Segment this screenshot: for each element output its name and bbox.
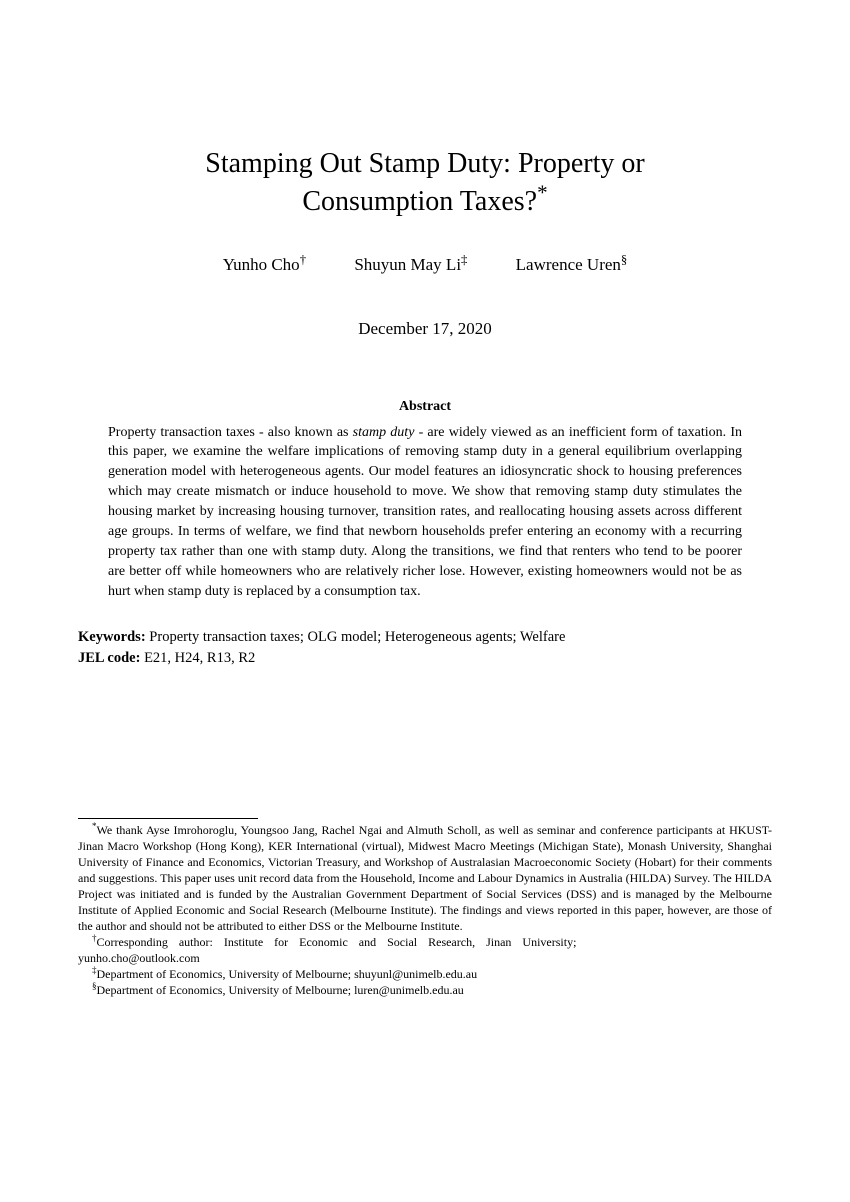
footnote-ddagger: ‡Department of Economics, University of …: [78, 966, 772, 982]
abstract-pre: Property transaction taxes - also known …: [108, 425, 353, 440]
author-2: Shuyun May Li‡: [354, 255, 467, 275]
author-1: Yunho Cho†: [223, 255, 306, 275]
author-3: Lawrence Uren§: [516, 255, 628, 275]
footnote-section-text: Department of Economics, University of M…: [97, 983, 464, 997]
footnote-dagger-line1: †Corresponding author: Institute for Eco…: [78, 934, 772, 950]
author-3-marker: §: [621, 252, 627, 266]
abstract-italic-term: stamp duty: [353, 425, 415, 440]
footnote-dagger-line2: yunho.cho@outlook.com: [78, 950, 772, 966]
keywords-label: Keywords:: [78, 629, 146, 645]
footnote-dagger-text1: Corresponding author: Institute for Econ…: [97, 935, 577, 949]
footnote-star-text: We thank Ayse Imrohoroglu, Youngsoo Jang…: [78, 823, 772, 933]
paper-date: December 17, 2020: [78, 319, 772, 339]
abstract-heading: Abstract: [78, 399, 772, 415]
footnote-ddagger-text: Department of Economics, University of M…: [97, 967, 478, 981]
footnote-rule: [78, 818, 258, 819]
footnote-section: §Department of Economics, University of …: [78, 982, 772, 998]
author-1-marker: †: [300, 252, 306, 266]
keywords-block: Keywords: Property transaction taxes; OL…: [78, 627, 772, 669]
author-1-name: Yunho Cho: [223, 255, 300, 274]
author-2-marker: ‡: [461, 252, 467, 266]
title-line-2: Consumption Taxes?: [302, 186, 537, 217]
authors-block: Yunho Cho† Shuyun May Li‡ Lawrence Uren§: [78, 255, 772, 275]
author-3-name: Lawrence Uren: [516, 255, 621, 274]
jel-text: E21, H24, R13, R2: [140, 650, 255, 666]
keywords-text: Property transaction taxes; OLG model; H…: [146, 629, 566, 645]
title-footnote-marker: *: [537, 180, 548, 204]
title-line-1: Stamping Out Stamp Duty: Property or: [205, 148, 644, 179]
footnotes-block: *We thank Ayse Imrohoroglu, Youngsoo Jan…: [78, 822, 772, 999]
abstract-post: - are widely viewed as an inefficient fo…: [108, 425, 742, 599]
author-2-name: Shuyun May Li: [354, 255, 461, 274]
footnote-star: *We thank Ayse Imrohoroglu, Youngsoo Jan…: [78, 822, 772, 935]
paper-title: Stamping Out Stamp Duty: Property or Con…: [78, 145, 772, 221]
abstract-body: Property transaction taxes - also known …: [108, 423, 742, 602]
jel-label: JEL code:: [78, 650, 140, 666]
